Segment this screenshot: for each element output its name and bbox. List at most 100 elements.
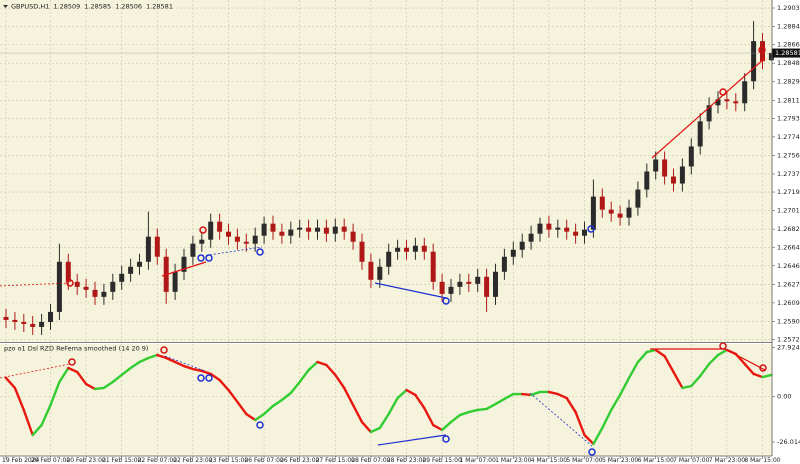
indicator-segment — [601, 408, 613, 430]
y-tick-label: 1.27745 — [777, 133, 800, 141]
y-tick-label: 1.25905 — [777, 317, 800, 325]
signal-marker — [759, 364, 767, 372]
x-tick-label: 7 Mar 23:00 — [709, 457, 745, 464]
candle-body — [137, 261, 142, 267]
x-tick-label: 28 Feb 07:00 — [351, 457, 391, 464]
candle-body — [190, 243, 196, 257]
candle-body — [590, 196, 596, 230]
y-tick-label: 1.29030 — [777, 4, 800, 12]
indicator-segment — [191, 367, 204, 373]
indicator-segment — [610, 393, 622, 412]
signal-marker — [197, 254, 205, 262]
signal-marker — [442, 435, 450, 443]
candle-body — [706, 105, 712, 122]
indicator-segment — [182, 364, 195, 371]
candle-body — [448, 286, 454, 294]
candle-body — [350, 231, 356, 242]
indicator-segment — [147, 353, 159, 360]
candle-body — [92, 289, 98, 297]
indicator-segment — [485, 402, 497, 411]
y-tick-label: 1.28110 — [777, 96, 800, 104]
indicator-segment — [316, 360, 328, 367]
trend-line — [651, 57, 766, 159]
candle-body — [724, 99, 730, 102]
candle-body — [199, 239, 205, 244]
menu-icon — [3, 5, 8, 8]
indicator-segment — [432, 423, 444, 432]
indicator-title: pzo o1 Dsl RZD ReFema smoothed (14 20 9) — [4, 345, 148, 353]
indicator-segment — [280, 391, 292, 402]
x-tick-label: 1 Mar 23:00 — [495, 457, 531, 464]
indicator-segment — [173, 360, 186, 368]
x-tick-label: 26 Feb 23:00 — [280, 457, 320, 464]
candle-body — [617, 213, 623, 218]
candle-body — [30, 323, 36, 327]
indicator-segment — [298, 368, 310, 384]
indicator-segment — [396, 388, 408, 400]
indicator-segment — [761, 373, 773, 379]
symbol: GBPUSD,H1 — [11, 3, 49, 11]
candle-body — [412, 245, 418, 252]
indicator-segment — [405, 388, 417, 397]
indicator-segment — [351, 403, 364, 424]
candle-body — [306, 227, 312, 232]
y-tick-label: 1.28845 — [777, 23, 800, 31]
candle-body — [252, 235, 258, 244]
indicator-segment — [378, 412, 390, 430]
candle-body — [608, 209, 614, 214]
price-label: 1.28581 — [775, 49, 800, 57]
trend-line — [161, 261, 207, 277]
indicator-segment — [360, 420, 373, 434]
y-tick-label: 0.00 — [777, 393, 791, 401]
signal-marker — [160, 346, 168, 354]
signal-marker — [256, 421, 264, 429]
candle-body — [315, 227, 320, 232]
indicator-segment — [236, 400, 248, 416]
indicator-segment — [120, 366, 132, 377]
y-tick-label: 1.27560 — [777, 151, 800, 159]
indicator-segment — [58, 366, 70, 384]
candle-body — [421, 245, 427, 252]
x-tick-label: 8 Mar 15:00 — [744, 457, 780, 464]
y-tick-label: 1.28480 — [777, 59, 800, 67]
x-tick-label: 1 Mar 07:00 — [460, 457, 496, 464]
y-tick-label: 1.27375 — [777, 170, 800, 178]
indicator-segment — [423, 406, 435, 427]
x-tick-label: 4 Mar 15:00 — [531, 457, 567, 464]
candle-body — [270, 223, 276, 232]
candle-body — [404, 247, 409, 252]
candle-body — [697, 121, 703, 147]
indicator-segment — [209, 372, 221, 382]
indicator-segment — [565, 396, 577, 414]
indicator-segment — [467, 408, 479, 414]
candle-body — [555, 227, 561, 230]
indicator-segment — [334, 373, 346, 390]
candle-body — [395, 247, 401, 252]
x-tick-label: 22 Feb 23:00 — [173, 457, 213, 464]
x-tick-label: 23 Feb 15:00 — [209, 457, 249, 464]
signal-marker — [758, 46, 766, 54]
candle-body — [386, 251, 392, 267]
candle-body — [626, 207, 632, 218]
candle-body — [39, 321, 45, 327]
signal-marker — [205, 374, 213, 382]
candle-body — [501, 256, 507, 272]
indicator-segment — [13, 386, 25, 412]
indicator-segment — [440, 420, 453, 432]
indicator-segment — [592, 426, 604, 446]
indicator-segment — [449, 413, 462, 424]
candle-body — [475, 276, 481, 284]
y-tick-label: 1.26825 — [777, 225, 800, 233]
signal-marker — [442, 297, 450, 305]
candle-body — [671, 176, 676, 184]
candle-body — [519, 241, 525, 250]
indicator-segment — [529, 390, 542, 397]
trend-line — [0, 282, 69, 287]
candle-body — [546, 223, 552, 230]
candle-body — [243, 241, 249, 244]
y-tick-label: -26.014 — [777, 438, 800, 446]
y-tick-label: 27.9246 — [777, 344, 800, 352]
annotations — [0, 46, 767, 456]
candle-body — [439, 281, 445, 294]
